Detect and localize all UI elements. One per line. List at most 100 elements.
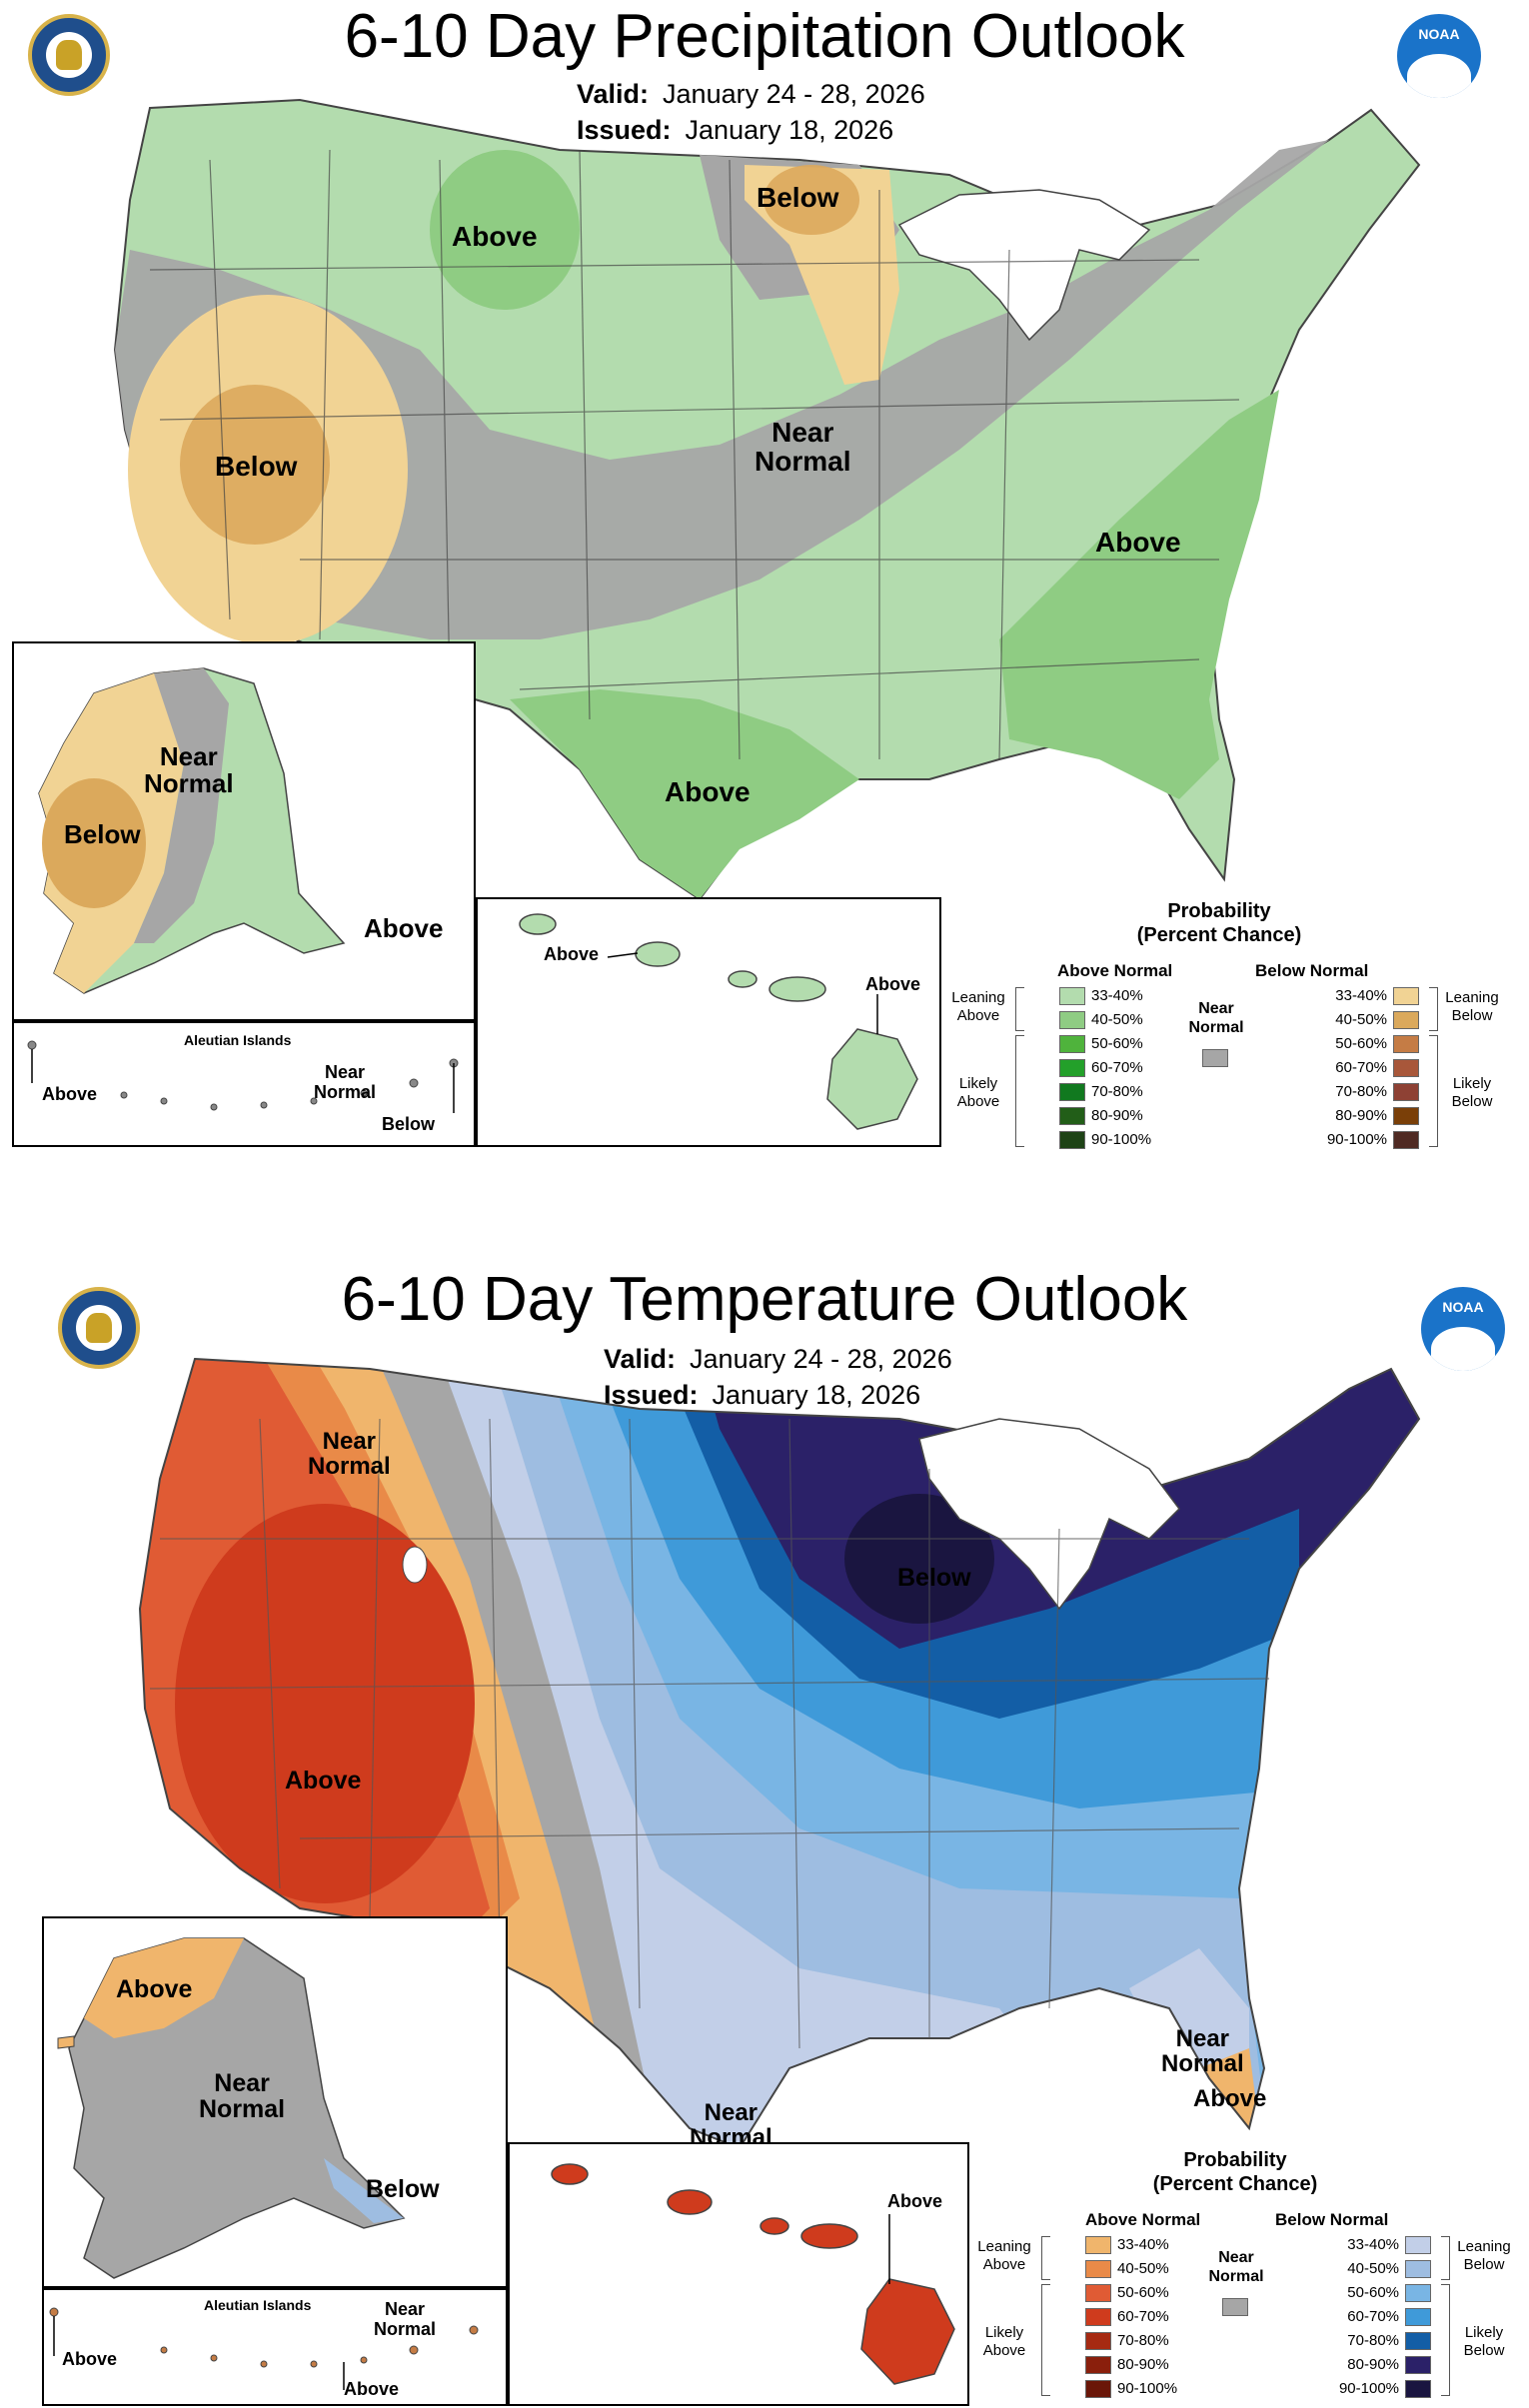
temp-legend-leaning-below: Leaning Below [1457, 2238, 1511, 2273]
precip-hawaii-above-left: Above [544, 944, 600, 964]
precip-ak-below: Below [64, 819, 141, 849]
temperature-legend-below-range: 60-70% [1347, 2308, 1399, 2325]
precipitation-legend-above-swatch [1059, 1083, 1085, 1101]
precip-aleutian-map [27, 1040, 459, 1113]
precip-label-near-normal: Near Normal [755, 417, 851, 478]
precip-aleutian-title: Aleutian Islands [184, 1032, 292, 1048]
temp-label-near-nw: Near Normal [308, 1428, 391, 1481]
temp-alaska-map [57, 1937, 406, 2279]
precip-great-lakes [897, 189, 1151, 342]
precipitation-legend-above-swatch [1059, 987, 1085, 1005]
precipitation-legend-below-swatch [1393, 1059, 1419, 1077]
precipitation-legend-above-range: 33-40% [1091, 987, 1143, 1004]
temp-above-west-core [175, 1504, 475, 1903]
precipitation-legend-above-swatch [1059, 1131, 1085, 1149]
precip-hawaii-inset: Above Above [476, 897, 941, 1147]
precip-aleutian-inset: Aleutian Islands Above Near Normal Below [12, 1021, 476, 1147]
precipitation-legend-below-range: 50-60% [1335, 1035, 1387, 1052]
precipitation-legend-above-swatch [1059, 1035, 1085, 1053]
precipitation-legend-below-range: 40-50% [1335, 1011, 1387, 1028]
precip-legend: Probability (Percent Chance) Above Normal… [949, 899, 1509, 1159]
precip-valid: Valid: January 24 - 28, 2026 [577, 79, 925, 109]
precipitation-legend-below-swatch [1393, 1107, 1419, 1125]
precip-title: 6-10 Day Precipitation Outlook [344, 2, 1185, 71]
precip-below-west-core [180, 385, 330, 545]
precip-label-above-north: Above [452, 221, 538, 252]
precipitation-legend-below-range: 80-90% [1335, 1107, 1387, 1124]
doc-seal-icon [28, 14, 110, 96]
precipitation-legend-above-range: 90-100% [1091, 1131, 1152, 1148]
precipitation-legend-above-range: 70-80% [1091, 1083, 1143, 1100]
precip-alaska-map [38, 667, 346, 994]
temperature-legend-above-swatch [1085, 2284, 1111, 2302]
precipitation-legend-above-range: 40-50% [1091, 1011, 1143, 1028]
precipitation-legend-above-range: 80-90% [1091, 1107, 1143, 1124]
temp-great-lakes [918, 1418, 1180, 1611]
temperature-legend-below-swatch [1405, 2356, 1431, 2374]
temp-hawaii-above: Above [887, 2191, 943, 2211]
temperature-legend-below-swatch [1405, 2236, 1431, 2254]
precip-label-above-texas: Above [665, 776, 751, 807]
precip-hawaii-map [519, 913, 918, 1130]
temp-legend: Probability (Percent Chance) Above Normal… [975, 2148, 1519, 2406]
temp-legend-above-header: Above Normal [1085, 2210, 1201, 2229]
precip-issued: Issued: January 18, 2026 [577, 115, 894, 145]
temperature-legend-below-swatch [1405, 2284, 1431, 2302]
temperature-legend-below-range: 80-90% [1347, 2356, 1399, 2373]
precip-legend-likely-below: Likely Below [1451, 1075, 1493, 1110]
temperature-legend-above-range: 50-60% [1117, 2284, 1169, 2301]
temp-aleutian-map [49, 2307, 479, 2390]
precip-legend-below-header: Below Normal [1255, 961, 1369, 980]
temp-aleutian-near: Near Normal [374, 2299, 437, 2339]
precip-alaska-inset: Near Normal Below Above [12, 641, 476, 1021]
precipitation-legend-above-swatch [1059, 1059, 1085, 1077]
temperature-legend-above-range: 90-100% [1117, 2380, 1178, 2397]
precip-legend-title: Probability (Percent Chance) [1136, 900, 1302, 946]
precip-ak-above: Above [364, 913, 444, 943]
precip-aleutian-above: Above [42, 1084, 98, 1104]
temperature-legend-below-range: 70-80% [1347, 2332, 1399, 2349]
temperature-legend-below-range: 50-60% [1347, 2284, 1399, 2301]
temperature-legend-above-range: 70-80% [1117, 2332, 1169, 2349]
temp-title: 6-10 Day Temperature Outlook [341, 1265, 1188, 1334]
temperature-legend-above-range: 60-70% [1117, 2308, 1169, 2325]
temperature-legend-below-swatch [1405, 2308, 1431, 2326]
temp-ak-below: Below [366, 2175, 440, 2203]
precipitation-legend-above-swatch [1059, 1011, 1085, 1029]
temp-hawaii-inset: Above [508, 2142, 969, 2406]
precip-legend-likely-above: Likely Above [956, 1075, 1000, 1110]
temp-legend-near: Near Normal [1208, 2249, 1264, 2285]
precipitation-outlook-panel: NOAA 6-10 Day Precipitation Outlook Vali… [0, 0, 1529, 1194]
temp-label-below: Below [897, 1564, 971, 1592]
temperature-legend-above-swatch [1085, 2308, 1111, 2326]
temperature-legend-below-range: 40-50% [1347, 2260, 1399, 2277]
temp-below-core [844, 1494, 994, 1624]
temp-label-near-fl: Near Normal [1161, 2025, 1244, 2078]
temperature-legend-above-swatch [1085, 2332, 1111, 2350]
doc-seal-icon [58, 1287, 140, 1369]
precip-above-southeast [999, 390, 1279, 799]
temp-aleutian-inset: Aleutian Islands Above Near Normal Above [42, 2288, 508, 2406]
precip-above-north-core [430, 150, 580, 310]
precipitation-legend-below-range: 60-70% [1335, 1059, 1387, 1076]
temperature-legend-below-swatch [1405, 2260, 1431, 2278]
temperature-legend-below-swatch [1405, 2380, 1431, 2398]
temp-alaska-inset: Above Near Normal Below [42, 1916, 508, 2288]
noaa-logo-icon: NOAA [1397, 14, 1481, 98]
precip-label-below-north: Below [757, 182, 839, 213]
temp-label-above-fl: Above [1193, 2085, 1267, 2112]
temperature-legend-above-range: 40-50% [1117, 2260, 1169, 2277]
temp-hawaii-map [551, 2163, 955, 2385]
noaa-logo-icon: NOAA [1421, 1287, 1505, 1371]
precip-label-below-west: Below [215, 451, 298, 482]
temp-legend-near-swatch [1222, 2298, 1248, 2316]
temperature-legend-above-swatch [1085, 2260, 1111, 2278]
temperature-legend-below-swatch [1405, 2332, 1431, 2350]
temp-ak-near-normal: Near Normal [199, 2069, 286, 2124]
precipitation-legend-below-range: 90-100% [1326, 1131, 1387, 1148]
precipitation-legend-below-swatch [1393, 987, 1419, 1005]
precip-legend-above-header: Above Normal [1057, 961, 1173, 980]
precip-legend-near-swatch [1202, 1049, 1228, 1067]
temperature-legend-above-swatch [1085, 2356, 1111, 2374]
precip-aleutian-below: Below [382, 1114, 436, 1134]
